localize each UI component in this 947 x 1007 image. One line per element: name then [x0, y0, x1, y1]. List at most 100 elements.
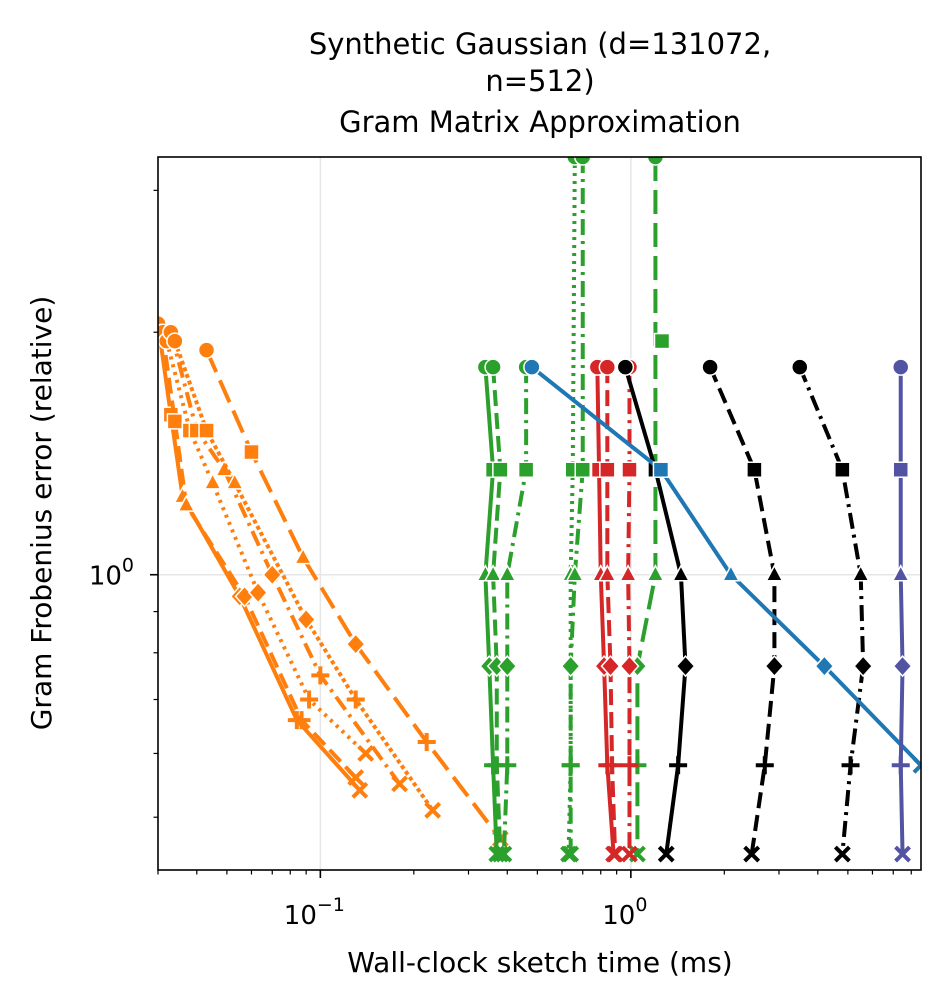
series-line	[168, 331, 402, 786]
series-green-10	[560, 157, 592, 863]
series-line	[164, 340, 368, 755]
chart-title-line-2: n=512)	[485, 64, 594, 98]
series-line	[501, 367, 529, 855]
marker-diamond	[345, 633, 366, 656]
series-blue-19	[523, 358, 921, 774]
marker-plus	[755, 756, 774, 775]
marker-x	[606, 845, 624, 863]
marker-square	[621, 461, 638, 478]
marker-square	[892, 461, 909, 478]
marker-plus	[417, 732, 436, 751]
marker-diamond	[248, 581, 269, 604]
marker-diamond	[497, 655, 518, 678]
marker-diamond	[262, 563, 283, 586]
marker-square	[517, 461, 535, 478]
series-green-6	[476, 358, 506, 863]
marker-plus	[292, 711, 311, 730]
marker-triangle	[203, 472, 222, 490]
marker-diamond	[814, 655, 835, 678]
series-line	[204, 349, 502, 841]
x-axis-label: Wall-clock sketch time (ms)	[347, 946, 732, 979]
marker-triangle	[293, 547, 313, 565]
series-orange-4	[166, 332, 442, 819]
marker-x	[424, 801, 442, 819]
marker-diamond	[560, 655, 581, 678]
marker-triangle	[851, 564, 870, 582]
marker-x	[894, 845, 911, 863]
marker-x	[833, 845, 851, 863]
marker-x	[391, 775, 409, 793]
series-line	[491, 366, 503, 855]
marker-x	[351, 781, 369, 799]
marker-circle	[791, 358, 809, 376]
marker-triangle	[483, 564, 503, 582]
marker-plus	[311, 666, 330, 685]
marker-plus	[603, 756, 622, 775]
plot-frame	[157, 156, 922, 871]
marker-x	[495, 845, 513, 863]
marker-circle	[484, 358, 502, 376]
chart-title-line-3: Gram Matrix Approximation	[339, 105, 741, 139]
series-line	[623, 366, 688, 855]
x-tick-label: 100	[602, 894, 647, 931]
series-line	[797, 366, 866, 855]
marker-circle	[166, 332, 184, 350]
marker-circle	[891, 358, 910, 376]
series-red-14	[598, 358, 624, 863]
marker-x	[357, 745, 375, 762]
series-line	[898, 367, 905, 855]
marker-circle	[574, 157, 592, 166]
marker-triangle	[618, 564, 638, 582]
series-line	[530, 365, 921, 767]
x-tick-label: 10−1	[284, 894, 345, 931]
series-black-17	[701, 358, 785, 863]
marker-plus	[891, 756, 910, 775]
marker-x	[621, 845, 638, 863]
marker-square	[834, 461, 851, 478]
series-line	[160, 331, 358, 779]
marker-circle	[646, 157, 665, 166]
marker-triangle	[646, 564, 665, 582]
series-line	[568, 157, 585, 855]
marker-square	[746, 461, 763, 478]
series-layer	[158, 157, 921, 863]
marker-triangle	[598, 564, 617, 582]
marker-square	[492, 461, 509, 478]
marker-plus	[669, 756, 688, 775]
marker-diamond	[853, 655, 874, 678]
marker-square	[652, 461, 670, 478]
series-line	[483, 366, 499, 855]
marker-triangle	[671, 564, 691, 582]
marker-square	[574, 461, 591, 478]
series-black-18	[791, 358, 874, 863]
grid	[158, 157, 921, 870]
marker-square	[599, 461, 616, 478]
marker-x	[562, 845, 580, 863]
marker-diamond	[675, 655, 696, 678]
marker-plus	[841, 756, 860, 775]
marker-triangle	[565, 564, 585, 582]
marker-diamond	[296, 608, 317, 631]
marker-square	[166, 413, 184, 430]
axis-ticks: 10−1 100 100	[89, 189, 912, 931]
series-line	[605, 367, 618, 855]
marker-triangle	[721, 564, 741, 582]
marker-x	[347, 769, 365, 786]
series-purple-20	[891, 358, 913, 863]
marker-x	[491, 845, 509, 863]
marker-triangle	[225, 472, 244, 490]
marker-triangle	[498, 564, 517, 582]
marker-plus	[498, 756, 517, 775]
marker-circle	[598, 358, 617, 376]
marker-diamond	[619, 655, 640, 678]
chart-title-line-1: Synthetic Gaussian (d=131072,	[309, 27, 771, 61]
marker-diamond	[892, 655, 913, 678]
marker-triangle	[891, 564, 910, 582]
y-axis-label: Gram Frobenius error (relative)	[25, 296, 58, 731]
series-line	[595, 367, 616, 855]
series-orange-0	[158, 314, 369, 799]
marker-square	[198, 422, 215, 439]
series-line	[172, 340, 435, 812]
series-line	[708, 366, 777, 855]
